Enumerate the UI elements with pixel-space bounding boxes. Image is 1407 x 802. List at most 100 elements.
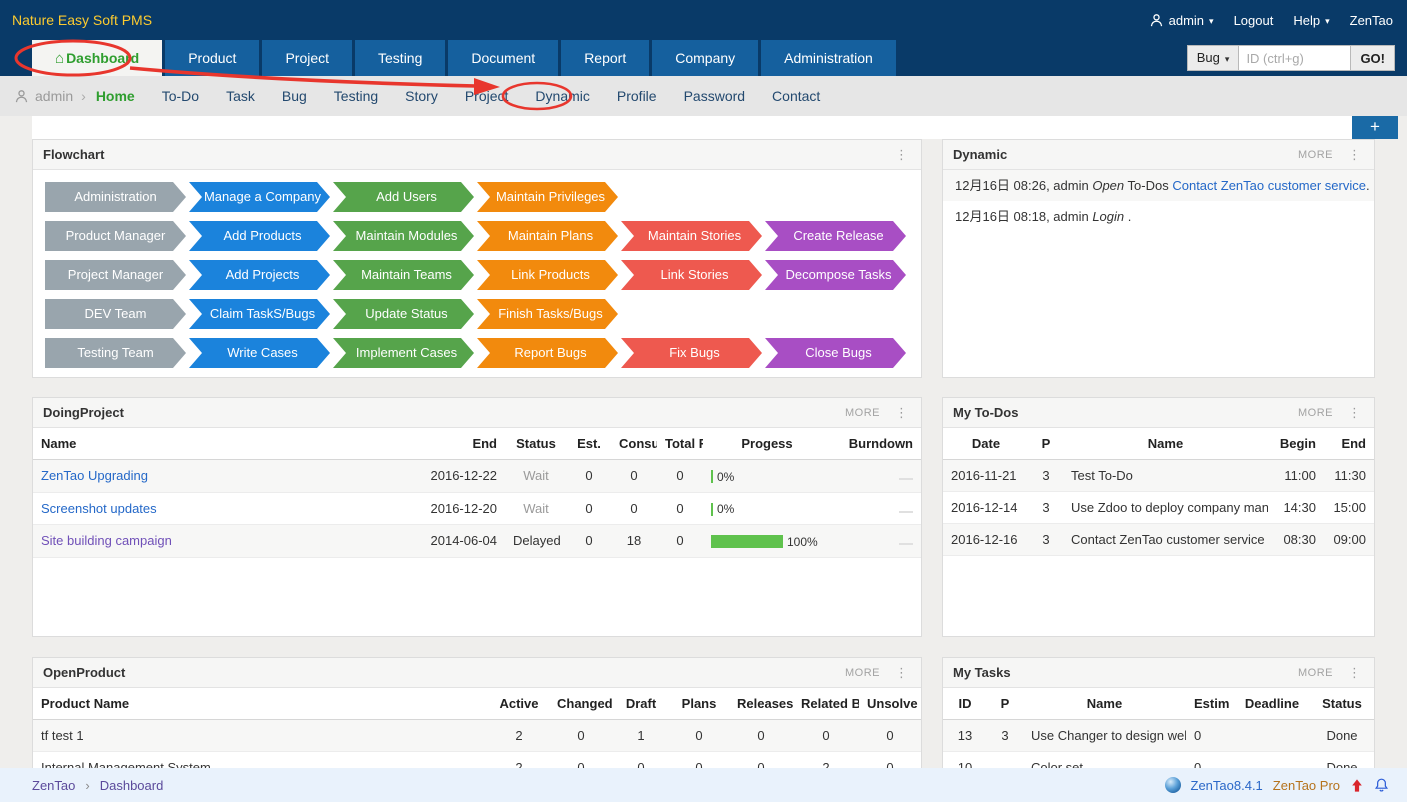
- flow-step[interactable]: Maintain Teams: [333, 260, 474, 290]
- kebab-menu-icon[interactable]: ⋮: [895, 404, 908, 420]
- project-link[interactable]: Screenshot updates: [41, 500, 157, 516]
- todo-name-cell: Test To-Do: [1063, 459, 1268, 492]
- more-link[interactable]: MORE: [1298, 148, 1333, 161]
- end-date-cell: 2016-12-20: [413, 492, 505, 526]
- kebab-menu-icon[interactable]: ⋮: [895, 664, 908, 680]
- flow-step[interactable]: Update Status: [333, 299, 474, 329]
- flow-step[interactable]: Link Products: [477, 260, 618, 290]
- menu-item-dynamic[interactable]: Dynamic: [535, 88, 590, 104]
- menu-item-contact[interactable]: Contact: [772, 88, 821, 104]
- tab-project[interactable]: Project: [262, 40, 353, 76]
- burndown-sparkline: [899, 543, 913, 546]
- person-icon: [15, 89, 28, 102]
- flow-step[interactable]: Testing Team: [45, 338, 186, 368]
- tab-document[interactable]: Document: [448, 40, 559, 76]
- kebab-menu-icon[interactable]: ⋮: [1348, 664, 1361, 680]
- flow-step[interactable]: Write Cases: [189, 338, 330, 368]
- project-link[interactable]: Site building campaign: [41, 533, 172, 549]
- more-link[interactable]: MORE: [845, 666, 880, 679]
- menu-item-profile[interactable]: Profile: [616, 88, 657, 104]
- kebab-menu-icon[interactable]: ⋮: [895, 146, 908, 162]
- burndown-cell: [831, 492, 921, 526]
- flow-step[interactable]: Maintain Modules: [333, 221, 474, 251]
- panel-title: Dynamic: [953, 147, 1008, 162]
- flow-step[interactable]: Administration: [45, 182, 186, 212]
- flow-step[interactable]: Add Users: [333, 182, 474, 212]
- go-button[interactable]: GO!: [1350, 45, 1395, 71]
- upgrade-arrow-icon[interactable]: [1350, 778, 1364, 793]
- tab-dashboard[interactable]: ⌂ Dashboard: [32, 40, 163, 76]
- notification-bell-icon[interactable]: [1374, 777, 1389, 793]
- more-link[interactable]: MORE: [845, 406, 880, 419]
- task-status-cell: Done: [1310, 719, 1374, 752]
- status-cell: Wait: [505, 492, 567, 526]
- logout-link[interactable]: Logout: [1233, 12, 1274, 28]
- tab-company[interactable]: Company: [652, 40, 759, 76]
- num-cell: 2: [489, 719, 549, 752]
- my-todos-table: Date P Name Begin End 2016-11-21 3 Test To-Do 1…: [943, 428, 1374, 556]
- flow-step[interactable]: Add Products: [189, 221, 330, 251]
- flow-step[interactable]: Claim TaskS/Bugs: [189, 299, 330, 329]
- menu-item-project[interactable]: Project: [464, 88, 509, 104]
- tab-testing[interactable]: Testing: [355, 40, 446, 76]
- dynamic-link[interactable]: Contact ZenTao customer service: [1172, 178, 1366, 193]
- flow-step[interactable]: Finish Tasks/Bugs: [477, 299, 618, 329]
- search-type-dropdown[interactable]: Bug ▾: [1186, 45, 1239, 71]
- burndown-cell: [831, 459, 921, 493]
- flowchart-row: Product Manager Add Products Maintain Modu…: [45, 221, 909, 251]
- tab-report[interactable]: Report: [561, 40, 650, 76]
- menu-item-bug[interactable]: Bug: [281, 88, 307, 104]
- flow-step[interactable]: Fix Bugs: [621, 338, 762, 368]
- more-link[interactable]: MORE: [1298, 666, 1333, 679]
- flow-step[interactable]: Close Bugs: [765, 338, 906, 368]
- main-tabs: ⌂ Dashboard Product Project Testing Document R…: [32, 40, 899, 76]
- zentao-link[interactable]: ZenTao: [1349, 12, 1393, 28]
- flow-step[interactable]: Decompose Tasks: [765, 260, 906, 290]
- user-menu[interactable]: admin ▾: [1149, 13, 1214, 28]
- flow-step[interactable]: Product Manager: [45, 221, 186, 251]
- more-link[interactable]: MORE: [1298, 406, 1333, 419]
- flow-step[interactable]: Maintain Stories: [621, 221, 762, 251]
- table-header-row: ID P Name Estim Deadline Status: [943, 688, 1374, 720]
- help-menu[interactable]: Help ▾: [1293, 13, 1329, 28]
- flow-step[interactable]: Maintain Privileges: [477, 182, 618, 212]
- menu-item-password[interactable]: Password: [683, 88, 746, 104]
- dynamic-item: 12月16日 08:26, admin Open To-Dos Contact …: [943, 170, 1374, 201]
- kebab-menu-icon[interactable]: ⋮: [1348, 404, 1361, 420]
- dynamic-user: admin: [1053, 178, 1093, 193]
- progress-bar: [711, 502, 713, 516]
- todo-date-cell: 2016-12-14: [943, 491, 1029, 524]
- flow-step[interactable]: Implement Cases: [333, 338, 474, 368]
- menu-item-to-do[interactable]: To-Do: [161, 88, 200, 104]
- menu-item-home[interactable]: Home: [95, 88, 135, 104]
- flow-step[interactable]: Manage a Company: [189, 182, 330, 212]
- version-link[interactable]: ZenTao8.4.1: [1190, 777, 1263, 793]
- project-link[interactable]: ZenTao Upgrading: [41, 468, 148, 484]
- flow-step[interactable]: Report Bugs: [477, 338, 618, 368]
- tab-product[interactable]: Product: [165, 40, 260, 76]
- footer-site-link[interactable]: ZenTao: [32, 777, 76, 793]
- todo-begin-cell: 14:30: [1268, 491, 1324, 524]
- menu-item-testing[interactable]: Testing: [333, 88, 379, 104]
- menu-item-task[interactable]: Task: [226, 88, 255, 104]
- num-cell: 0: [567, 459, 611, 493]
- flow-step[interactable]: Maintain Plans: [477, 221, 618, 251]
- flow-step[interactable]: Add Projects: [189, 260, 330, 290]
- search-input[interactable]: [1238, 45, 1351, 71]
- kebab-menu-icon[interactable]: ⋮: [1348, 146, 1361, 162]
- column-header: Total F: [657, 428, 703, 460]
- my-tasks-panel-header: My Tasks MORE ⋮: [943, 658, 1374, 688]
- todo-name-cell: Use Zdoo to deploy company man: [1063, 491, 1268, 524]
- table-row: 2016-12-14 3 Use Zdoo to deploy company ma…: [943, 491, 1374, 524]
- tab-administration[interactable]: Administration: [761, 40, 896, 76]
- topbar-right: admin ▾ Logout Help ▾ ZenTao: [1149, 0, 1393, 40]
- flow-step[interactable]: DEV Team: [45, 299, 186, 329]
- flow-step[interactable]: Link Stories: [621, 260, 762, 290]
- todo-date-cell: 2016-11-21: [943, 459, 1029, 492]
- menu-item-story[interactable]: Story: [405, 88, 438, 104]
- flow-step[interactable]: Project Manager: [45, 260, 186, 290]
- flow-step[interactable]: Create Release: [765, 221, 906, 251]
- pro-link[interactable]: ZenTao Pro: [1272, 777, 1340, 793]
- footer-page-link[interactable]: Dashboard: [99, 777, 164, 793]
- add-block-button[interactable]: +: [1352, 116, 1398, 139]
